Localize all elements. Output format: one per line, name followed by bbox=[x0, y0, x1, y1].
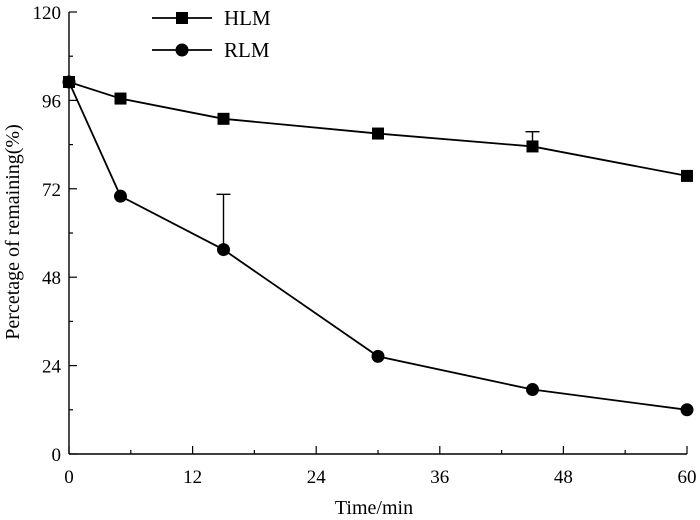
x-axis-label: Time/min bbox=[335, 497, 413, 519]
data-point-hlm bbox=[372, 127, 384, 140]
data-point-rlm bbox=[371, 349, 385, 363]
data-point-hlm bbox=[114, 92, 127, 105]
data-point-rlm bbox=[217, 243, 230, 257]
y-axis-label: Percetage of remaining(%) bbox=[2, 124, 24, 339]
series-rlm bbox=[62, 75, 694, 417]
x-tick-label: 0 bbox=[64, 467, 74, 488]
legend-item-rlm: RLM bbox=[152, 38, 270, 62]
data-point-hlm bbox=[217, 112, 230, 125]
x-tick-label: 48 bbox=[554, 467, 573, 488]
x-tick-label: 60 bbox=[678, 467, 697, 488]
series-layer bbox=[62, 75, 694, 417]
data-point-rlm bbox=[114, 189, 127, 203]
data-point-rlm bbox=[680, 403, 694, 417]
legend-marker-rlm bbox=[175, 43, 189, 57]
x-tick-label: 12 bbox=[183, 467, 202, 488]
y-tick-label: 120 bbox=[33, 3, 62, 24]
y-tick-label: 48 bbox=[42, 268, 61, 289]
y-tick-label: 72 bbox=[42, 180, 61, 201]
series-line-hlm bbox=[68, 81, 688, 177]
data-point-rlm bbox=[526, 383, 539, 397]
x-tick-label: 36 bbox=[430, 467, 449, 488]
x-tick-label: 24 bbox=[307, 467, 327, 488]
data-point-rlm bbox=[62, 75, 76, 89]
y-tick-label: 96 bbox=[42, 91, 61, 112]
legend-item-hlm: HLM bbox=[152, 6, 271, 30]
legend: HLM RLM bbox=[152, 6, 271, 62]
data-point-hlm bbox=[526, 140, 539, 153]
data-point-hlm bbox=[681, 169, 693, 182]
series-hlm bbox=[63, 75, 693, 182]
axes: 0 12 24 36 48 60 0 24 48 72 96 120 bbox=[33, 3, 697, 488]
legend-marker-hlm bbox=[176, 12, 188, 24]
legend-label-hlm: HLM bbox=[224, 6, 271, 30]
y-tick-label: 24 bbox=[42, 357, 62, 378]
y-tick-label: 0 bbox=[52, 445, 62, 466]
legend-label-rlm: RLM bbox=[224, 38, 270, 62]
series-line-rlm bbox=[68, 81, 688, 411]
